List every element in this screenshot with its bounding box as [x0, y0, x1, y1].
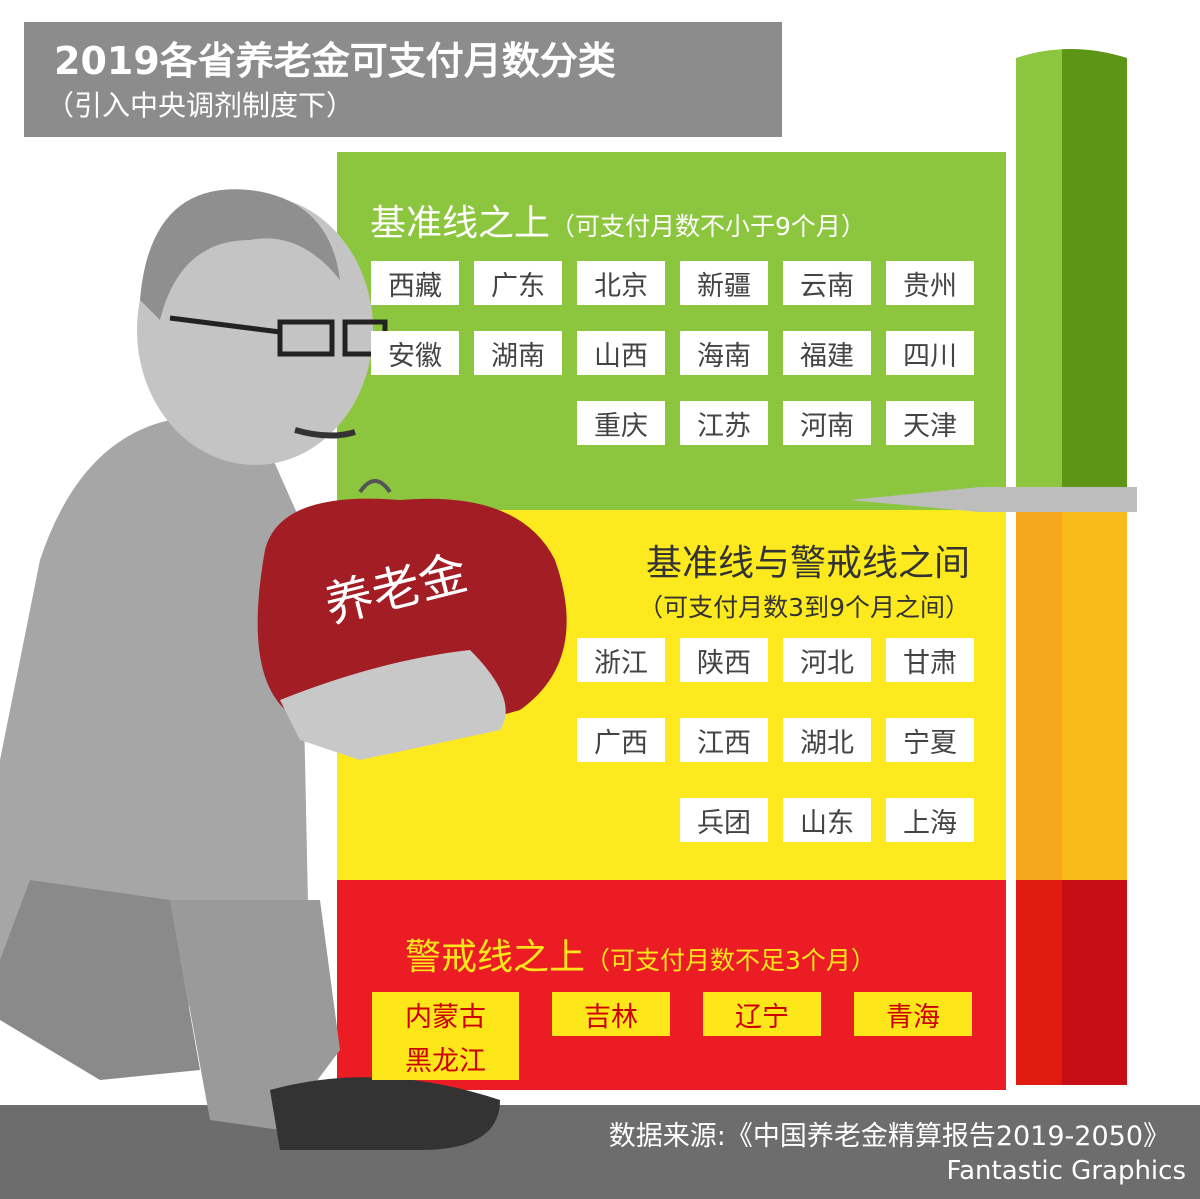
province: 云南	[783, 261, 871, 305]
leg	[170, 900, 340, 1130]
section-title: 基准线之上	[370, 203, 551, 244]
mouth	[294, 427, 356, 439]
section-title: 警戒线之上	[405, 937, 586, 978]
province: 西藏	[371, 261, 459, 305]
province: 四川	[886, 331, 974, 375]
gauge-pointer	[850, 487, 1137, 512]
province: 新疆	[680, 261, 768, 305]
hair	[140, 189, 340, 320]
province: 广东	[474, 261, 562, 305]
body	[0, 420, 310, 1010]
province: 青海	[854, 992, 972, 1036]
province: 辽宁	[703, 992, 821, 1036]
province: 湖南	[474, 331, 562, 375]
province: 湖北	[783, 718, 871, 762]
section-note: （可支付月数不足3个月）	[585, 946, 876, 975]
province: 福建	[783, 331, 871, 375]
glasses	[277, 319, 335, 357]
province: 安徽	[371, 331, 459, 375]
province: 陕西	[680, 638, 768, 682]
province: 江西	[680, 718, 768, 762]
section-heading: 基准线之上（可支付月数不小于9个月）	[370, 194, 866, 246]
province: 广西	[577, 718, 665, 762]
province: 宁夏	[886, 718, 974, 762]
title-box	[24, 22, 782, 137]
purse-clasp	[358, 479, 392, 494]
footer-bar	[0, 1105, 1200, 1199]
leg	[0, 880, 200, 1080]
province: 北京	[577, 261, 665, 305]
gauge-red-shade	[1062, 880, 1127, 1085]
section-title: 基准线与警戒线之间	[645, 543, 970, 584]
gauge-cap	[1016, 40, 1127, 58]
province: 吉林	[552, 992, 670, 1036]
province: 山东	[783, 798, 871, 842]
province: 甘肃	[886, 638, 974, 682]
province: 江苏	[680, 401, 768, 445]
province: 浙江	[577, 638, 665, 682]
province-grid: 内蒙古 吉林 辽宁 青海黑龙江	[372, 992, 972, 1080]
province: 重庆	[577, 401, 665, 445]
old-man-illustration: 养老金	[0, 189, 567, 1150]
source: 数据来源:《中国养老金精算报告2019-2050》	[608, 1121, 1170, 1152]
section-note: （可支付月数不小于9个月）	[550, 212, 866, 241]
shoe	[270, 1077, 500, 1150]
glasses	[169, 315, 281, 335]
province: 上海	[886, 798, 974, 842]
title: 2019各省养老金可支付月数分类	[54, 39, 616, 83]
hand	[280, 650, 506, 760]
province-grid: 西藏 广东 北京 新疆 云南 贵州安徽 湖南 山西 海南 福建 四川重庆 江苏 河南 天津	[360, 261, 974, 445]
gauge-yellow-shade	[1062, 510, 1127, 880]
province: 河南	[783, 401, 871, 445]
section-note: （可支付月数3到9个月之间）	[638, 593, 970, 622]
brand: Fantastic Graphics	[946, 1156, 1186, 1186]
province: 内蒙古	[372, 992, 519, 1036]
gauge-green-shade	[1062, 40, 1127, 510]
province: 兵团	[680, 798, 768, 842]
province: 河北	[783, 638, 871, 682]
province: 山西	[577, 331, 665, 375]
province: 贵州	[886, 261, 974, 305]
subtitle: （引入中央调剂制度下）	[46, 89, 355, 122]
province: 黑龙江	[372, 1036, 519, 1080]
section-heading: 基准线与警戒线之间 （可支付月数3到9个月之间）	[638, 534, 970, 624]
section-heading: 警戒线之上（可支付月数不足3个月）	[405, 928, 876, 980]
province-grid: 浙江 陕西 河北 甘肃广西 江西 湖北 宁夏兵团 山东 上海	[560, 638, 974, 842]
province: 天津	[886, 401, 974, 445]
province: 海南	[680, 331, 768, 375]
purse	[257, 498, 567, 728]
